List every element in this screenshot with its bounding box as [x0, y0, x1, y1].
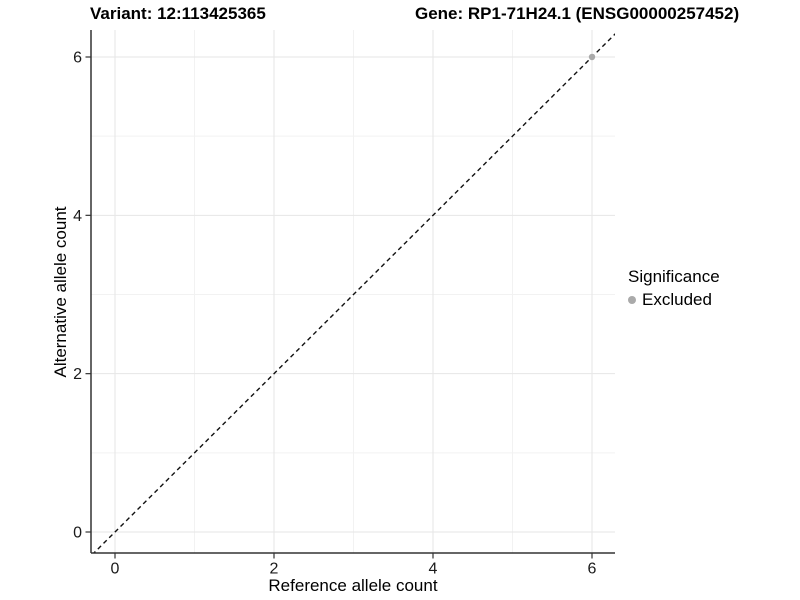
- excluded-point-icon: [628, 296, 636, 304]
- identity-line: [92, 33, 615, 553]
- gene-title: Gene: RP1-71H24.1 (ENSG00000257452): [415, 4, 740, 23]
- legend-item-excluded: Excluded: [628, 290, 720, 310]
- x-tick-label: 0: [111, 561, 120, 578]
- data-point: [588, 53, 596, 61]
- x-tick-label: 6: [588, 561, 597, 578]
- y-tick-label: 6: [73, 49, 82, 66]
- x-tick-label: 2: [270, 561, 279, 578]
- legend: Significance Excluded: [628, 267, 720, 310]
- x-tick-label: 4: [429, 561, 438, 578]
- legend-title: Significance: [628, 267, 720, 286]
- y-tick-label: 0: [73, 525, 82, 542]
- legend-item-label: Excluded: [642, 290, 712, 309]
- x-axis-title: Reference allele count: [268, 576, 438, 595]
- y-tick-label: 4: [73, 208, 82, 225]
- variant-title: Variant: 12:113425365: [90, 4, 266, 23]
- y-tick-label: 2: [73, 366, 82, 383]
